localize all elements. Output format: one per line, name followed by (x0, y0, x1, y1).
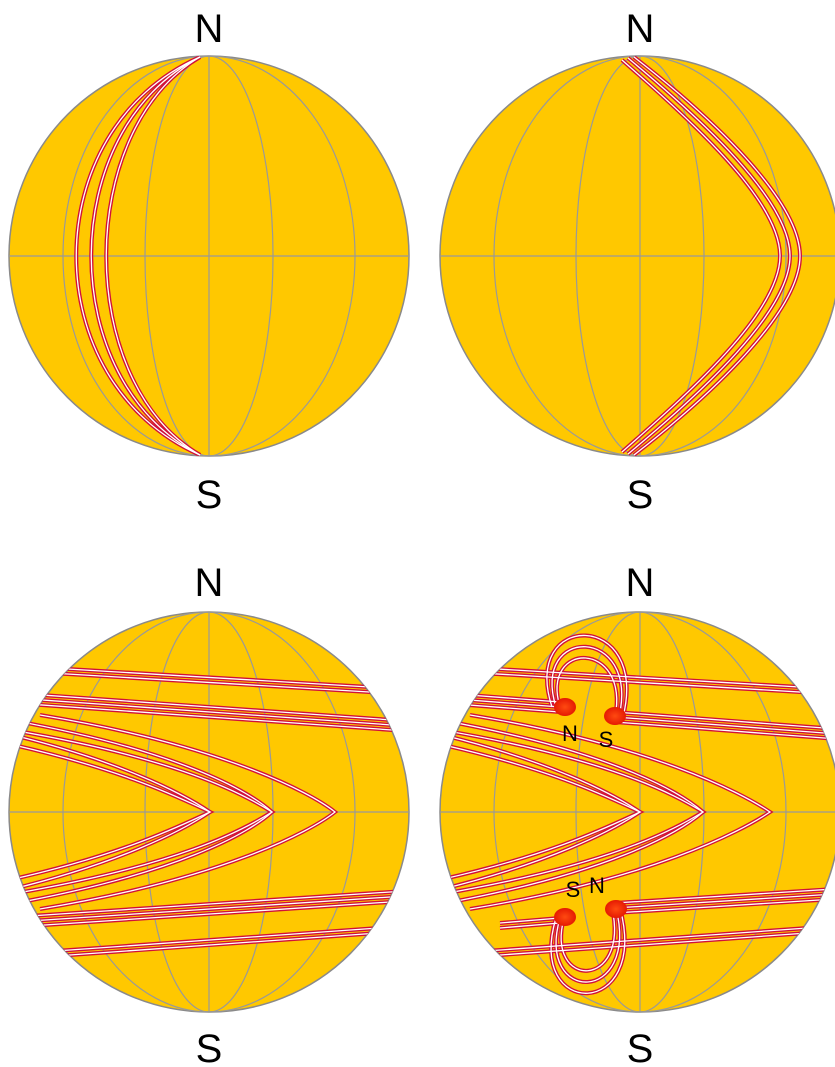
north-pole-label: N (626, 7, 655, 51)
field-lines (620, 56, 803, 456)
sunspot-lower-left-label: S (566, 877, 581, 902)
panel-2: N S (439, 7, 835, 517)
panel-1: N S (8, 7, 410, 517)
south-pole-label: S (196, 1027, 223, 1067)
south-pole-label: S (627, 1027, 654, 1067)
north-pole-label: N (195, 561, 224, 605)
panel-4: N S S N N S (439, 561, 835, 1067)
field-lines (9, 663, 409, 962)
sunspot-upper-left (554, 698, 576, 716)
field-lines (440, 633, 835, 996)
panel-3: N S (8, 561, 410, 1067)
south-pole-label: S (627, 473, 654, 517)
south-pole-label: S (196, 473, 223, 517)
north-pole-label: N (626, 561, 655, 605)
sunspot-upper-left-label: N (562, 721, 578, 746)
sunspot-upper-right (604, 707, 626, 725)
north-pole-label: N (195, 7, 224, 51)
sunspot-upper-right-label: S (599, 727, 614, 752)
sunspot-lower-right-label: N (589, 873, 605, 898)
field-lines (74, 56, 202, 456)
sunspot-lower-left (554, 908, 576, 926)
grid-lines (440, 56, 835, 456)
sunspot-lower-right (605, 900, 627, 918)
